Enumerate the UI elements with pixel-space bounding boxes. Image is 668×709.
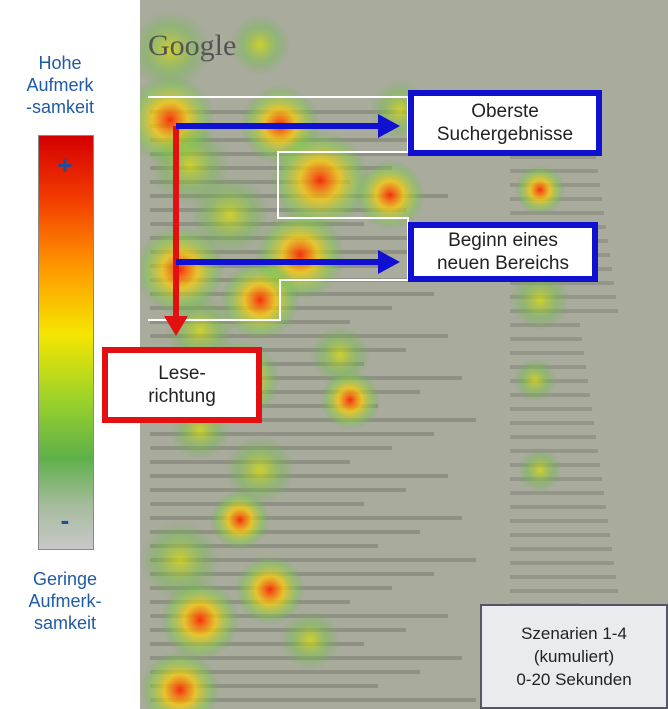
- text-line: Oberste: [414, 100, 596, 123]
- page: Hohe Aufmerk -samkeit + - Geringe Aufmer…: [0, 0, 668, 709]
- text-line: Beginn eines: [414, 229, 592, 252]
- arrowhead: [378, 250, 400, 274]
- reading-direction-box: Lese- richtung: [102, 347, 262, 423]
- new-section-box: Beginn eines neuen Bereichs: [408, 222, 598, 282]
- text-line: Szenarien 1-4: [482, 622, 666, 645]
- text-line: richtung: [108, 385, 256, 408]
- info-box: Szenarien 1-4 (kumuliert) 0-20 Sekunden: [480, 604, 668, 709]
- text-line: neuen Bereichs: [414, 252, 592, 275]
- text-line: Suchergebnisse: [414, 123, 596, 146]
- arrowhead: [378, 114, 400, 138]
- text-line: 0-20 Sekunden: [482, 668, 666, 691]
- arrowhead: [164, 316, 188, 336]
- text-line: (kumuliert): [482, 645, 666, 668]
- text-line: Lese-: [108, 362, 256, 385]
- top-results-box: Oberste Suchergebnisse: [408, 90, 602, 156]
